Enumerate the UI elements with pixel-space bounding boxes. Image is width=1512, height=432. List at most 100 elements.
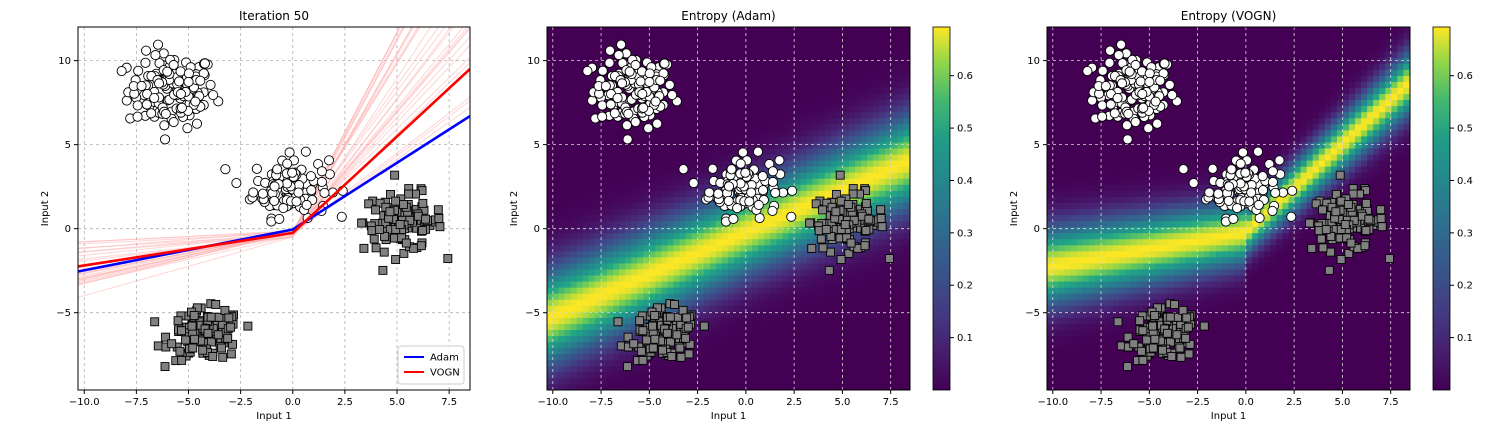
heatmap-cell bbox=[897, 316, 905, 324]
heatmap-cell bbox=[891, 38, 899, 46]
heatmap-cell bbox=[594, 341, 602, 349]
heatmap-cell bbox=[703, 232, 711, 240]
heatmap-cell bbox=[649, 177, 657, 185]
heatmap-cell bbox=[607, 27, 615, 34]
heatmap-cell bbox=[607, 341, 615, 349]
heatmap-cell bbox=[855, 171, 863, 179]
heatmap-cell bbox=[715, 123, 723, 131]
heatmap-cell bbox=[547, 80, 554, 88]
heatmap-cell bbox=[812, 189, 820, 197]
heatmap-cell bbox=[588, 74, 596, 82]
heatmap-cell bbox=[824, 365, 832, 373]
heatmap-cell bbox=[552, 111, 560, 119]
heatmap-cell bbox=[830, 353, 838, 361]
heatmap-cell bbox=[582, 280, 590, 288]
class-b-point bbox=[203, 328, 213, 338]
heatmap-cell bbox=[849, 32, 857, 40]
heatmap-cell bbox=[746, 298, 754, 306]
heatmap-cell bbox=[788, 56, 796, 64]
class-a-point bbox=[630, 116, 641, 128]
heatmap-cell bbox=[861, 292, 869, 300]
heatmap-cell bbox=[903, 353, 910, 361]
heatmap-cell bbox=[812, 335, 820, 343]
heatmap-cell bbox=[697, 268, 705, 276]
heatmap-cell bbox=[885, 226, 893, 234]
heatmap-cell bbox=[794, 316, 802, 324]
heatmap-cell bbox=[637, 220, 645, 228]
heatmap-cell bbox=[637, 129, 645, 137]
class-b-point bbox=[153, 341, 163, 351]
heatmap-cell bbox=[885, 262, 893, 270]
heatmap-cell bbox=[552, 50, 560, 58]
heatmap-cell bbox=[770, 347, 778, 355]
heatmap-cell bbox=[649, 371, 657, 379]
heatmap-cell bbox=[721, 244, 729, 252]
heatmap-cell bbox=[637, 292, 645, 300]
heatmap-cell bbox=[806, 165, 814, 173]
heatmap-cell bbox=[649, 129, 657, 137]
heatmap-cell bbox=[734, 165, 742, 173]
heatmap-cell bbox=[849, 99, 857, 107]
heatmap-cell bbox=[855, 292, 863, 300]
heatmap-cell bbox=[764, 316, 772, 324]
heatmap-cell bbox=[830, 135, 838, 143]
heatmap-cell bbox=[697, 238, 705, 246]
heatmap-cell bbox=[655, 226, 663, 234]
heatmap-cell bbox=[709, 310, 717, 318]
heatmap-cell bbox=[607, 298, 615, 306]
heatmap-cell bbox=[1052, 87, 1060, 95]
heatmap-cell bbox=[721, 262, 729, 270]
heatmap-cell bbox=[855, 280, 863, 288]
heatmap-cell bbox=[891, 62, 899, 70]
heatmap-cell bbox=[867, 99, 875, 107]
heatmap-cell bbox=[818, 214, 826, 222]
heatmap-cell bbox=[836, 322, 844, 330]
plot-frame bbox=[546, 26, 911, 391]
heatmap-cell bbox=[746, 111, 754, 119]
heatmap-cell bbox=[794, 359, 802, 367]
heatmap-cell bbox=[806, 68, 814, 76]
heatmap-cell bbox=[715, 165, 723, 173]
heatmap-cell bbox=[679, 365, 687, 373]
heatmap-cell bbox=[661, 111, 669, 119]
heatmap-cell bbox=[746, 377, 754, 385]
chart-title: Entropy (Adam) bbox=[681, 9, 775, 23]
heatmap-cell bbox=[794, 347, 802, 355]
heatmap-cell bbox=[661, 32, 669, 40]
heatmap-cell bbox=[740, 135, 748, 143]
heatmap-cell bbox=[600, 183, 608, 191]
heatmap-cell bbox=[788, 62, 796, 70]
heatmap-cell bbox=[709, 68, 717, 76]
heatmap-cell bbox=[547, 68, 554, 76]
heatmap-cell bbox=[891, 165, 899, 173]
heatmap-cell bbox=[764, 32, 772, 40]
heatmap-cell bbox=[788, 135, 796, 143]
heatmap-cell bbox=[558, 208, 566, 216]
heatmap-cell bbox=[679, 286, 687, 294]
heatmap-cell bbox=[903, 359, 910, 367]
heatmap-cell bbox=[655, 208, 663, 216]
heatmap-cell bbox=[588, 220, 596, 228]
heatmap-cell bbox=[643, 256, 651, 264]
heatmap-cell bbox=[576, 141, 584, 149]
class-a-point bbox=[269, 195, 280, 206]
heatmap-cell bbox=[619, 232, 627, 240]
heatmap-cell bbox=[619, 310, 627, 318]
heatmap-cell bbox=[794, 353, 802, 361]
class-b-point bbox=[848, 189, 858, 199]
heatmap-cell bbox=[824, 310, 832, 318]
heatmap-cell bbox=[830, 359, 838, 367]
heatmap-cell bbox=[1064, 141, 1072, 149]
heatmap-cell bbox=[619, 383, 627, 390]
heatmap-cell bbox=[830, 105, 838, 113]
heatmap-cell bbox=[764, 214, 772, 222]
heatmap-cell bbox=[643, 383, 651, 390]
heatmap-cell bbox=[794, 201, 802, 209]
heatmap-cell bbox=[788, 74, 796, 82]
heatmap-cell bbox=[903, 123, 910, 131]
heatmap-cell bbox=[861, 123, 869, 131]
class-b-point bbox=[844, 248, 854, 258]
heatmap-cell bbox=[564, 123, 572, 131]
heatmap-cell bbox=[673, 87, 681, 95]
heatmap-cell bbox=[547, 159, 554, 167]
